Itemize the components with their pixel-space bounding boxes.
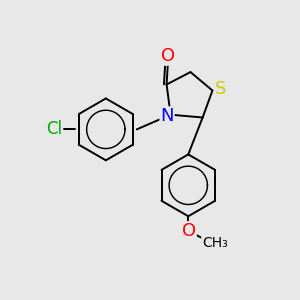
Text: N: N xyxy=(160,107,174,125)
Text: S: S xyxy=(215,80,226,98)
Text: O: O xyxy=(161,47,175,65)
Text: Cl: Cl xyxy=(46,120,62,138)
Text: CH₃: CH₃ xyxy=(202,236,228,250)
Text: O: O xyxy=(182,222,196,240)
